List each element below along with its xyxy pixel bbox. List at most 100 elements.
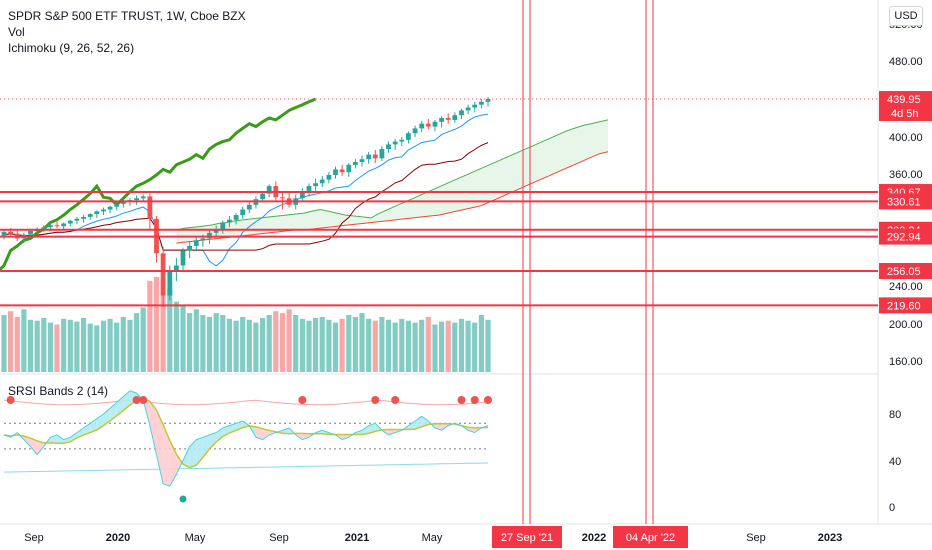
volume-bar: [8, 311, 14, 372]
candle-body: [406, 133, 411, 140]
srsi-signal-dot: [391, 396, 400, 404]
volume-bar: [472, 322, 478, 372]
srsi-fill: [342, 434, 349, 440]
srsi-fill: [189, 439, 197, 468]
srsi-fill: [156, 410, 164, 484]
candle-body: [187, 245, 192, 251]
volume-bar: [273, 311, 279, 372]
candle-body: [240, 209, 246, 216]
volume-bar: [326, 319, 332, 373]
candle-body: [445, 118, 451, 120]
price-tick-label: 160.00: [889, 356, 923, 368]
candle-body: [419, 123, 425, 129]
srsi-fill: [202, 434, 210, 458]
candle-body: [353, 162, 358, 165]
volume-bar: [366, 318, 372, 372]
candle-body: [107, 206, 113, 210]
srsi-fill: [415, 416, 422, 430]
candle-body: [54, 225, 60, 227]
level-tag: [879, 297, 932, 314]
srsi-fill: [368, 423, 376, 434]
volume-bar: [81, 317, 87, 372]
srsi-fill: [37, 440, 44, 455]
srsi-fill: [83, 423, 91, 435]
srsi-fill: [388, 429, 396, 435]
grid: [0, 0, 932, 525]
volume-bar: [240, 316, 246, 372]
srsi-signal-dot: [470, 396, 479, 404]
srsi-signal-dot: [6, 396, 15, 404]
volume-bar: [260, 317, 266, 372]
time-tick-label: 2021: [345, 532, 369, 544]
srsi-signal-dot: [179, 495, 187, 503]
srsi-fill: [57, 434, 64, 444]
volume-bar: [107, 318, 113, 372]
candle-body: [479, 101, 484, 105]
candle-body: [87, 214, 93, 217]
candle-body: [379, 149, 385, 159]
ichimoku-cloud: [176, 119, 609, 244]
srsi-fill: [262, 428, 270, 440]
candle-body: [48, 225, 53, 228]
volume-bar: [134, 313, 140, 372]
volume-bar: [94, 325, 100, 372]
srsi-signal-dot: [484, 396, 492, 404]
legend-ichimoku: Ichimoku (9, 26, 52, 26): [8, 41, 135, 55]
candle-body: [359, 159, 365, 162]
volume-bar: [359, 313, 365, 372]
volume-bar: [432, 324, 438, 372]
srsi-fill: [255, 426, 263, 440]
time-axis: Sep 2020 May Sep 2021 May 2022 Sep 2023 27 Sep '2…: [24, 526, 842, 548]
candle-body: [366, 154, 372, 160]
volume-bar: [485, 319, 491, 373]
volume-bar: [160, 278, 166, 372]
candle-body: [412, 128, 418, 134]
srsi-fill: [149, 401, 157, 455]
candle-body: [61, 223, 67, 227]
candle-body: [300, 191, 305, 199]
volume-bar: [279, 313, 286, 372]
srsi-fill: [70, 432, 77, 442]
candle-body: [386, 144, 391, 149]
price-tick-label: 240.00: [889, 281, 923, 293]
candle-body: [260, 193, 265, 200]
time-tick-label: May: [422, 532, 443, 544]
cloud-lower-line: [176, 151, 609, 244]
volume-bar: [319, 316, 325, 372]
level-tag-label: 219.60: [887, 300, 921, 312]
volume-bar: [379, 316, 385, 372]
candle-body: [200, 238, 206, 241]
time-tick-label: May: [185, 532, 206, 544]
volume-bar: [206, 316, 213, 372]
candle-body: [74, 218, 80, 221]
volume-bar: [339, 318, 345, 372]
legend-vol: Vol: [8, 25, 25, 39]
volume-bar: [419, 319, 425, 373]
volume-bar: [352, 316, 358, 372]
volume-bar: [1, 315, 7, 372]
volume-bar: [47, 322, 53, 372]
price-tick-label: 360.00: [889, 169, 923, 181]
srsi-fill: [209, 432, 217, 449]
volume-bar: [14, 316, 20, 372]
candle-body: [147, 196, 153, 219]
volume-bar: [233, 320, 239, 372]
srsi-lower-band: [3, 462, 489, 473]
srsi-signal-dot: [139, 396, 148, 404]
last-price-tag: [879, 91, 932, 122]
candle-body: [227, 219, 232, 223]
time-tick-label: Sep: [24, 532, 44, 544]
candle-body: [114, 203, 120, 207]
volume-bar: [120, 316, 126, 372]
candle-body: [134, 198, 139, 201]
vertical-marker-label: 27 Sep '21: [501, 532, 553, 544]
volume-bar: [346, 315, 352, 372]
volume-bar: [173, 301, 179, 372]
volume-bar: [246, 319, 252, 373]
countdown-label: 4d 5h: [891, 108, 919, 120]
volume-bar: [34, 320, 40, 372]
currency-button[interactable]: USD: [889, 6, 923, 26]
volume-bar: [27, 319, 34, 373]
candle-body: [94, 211, 100, 215]
